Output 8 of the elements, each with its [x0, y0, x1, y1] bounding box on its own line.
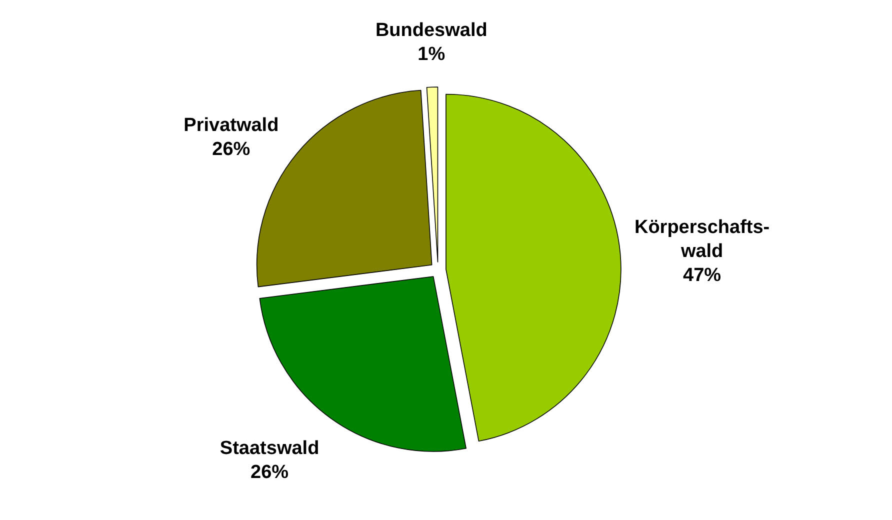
data-label: 1%	[418, 44, 446, 66]
slice-label: Staatswald	[220, 438, 320, 459]
data-label: 47%	[683, 265, 722, 286]
slice-label: Bundeswald	[375, 20, 488, 42]
data-label: 26%	[212, 139, 250, 160]
slice-label: Körperschafts-wald	[634, 217, 770, 262]
data-label: 26%	[250, 462, 289, 483]
slice-label: Privatwald	[184, 115, 279, 136]
